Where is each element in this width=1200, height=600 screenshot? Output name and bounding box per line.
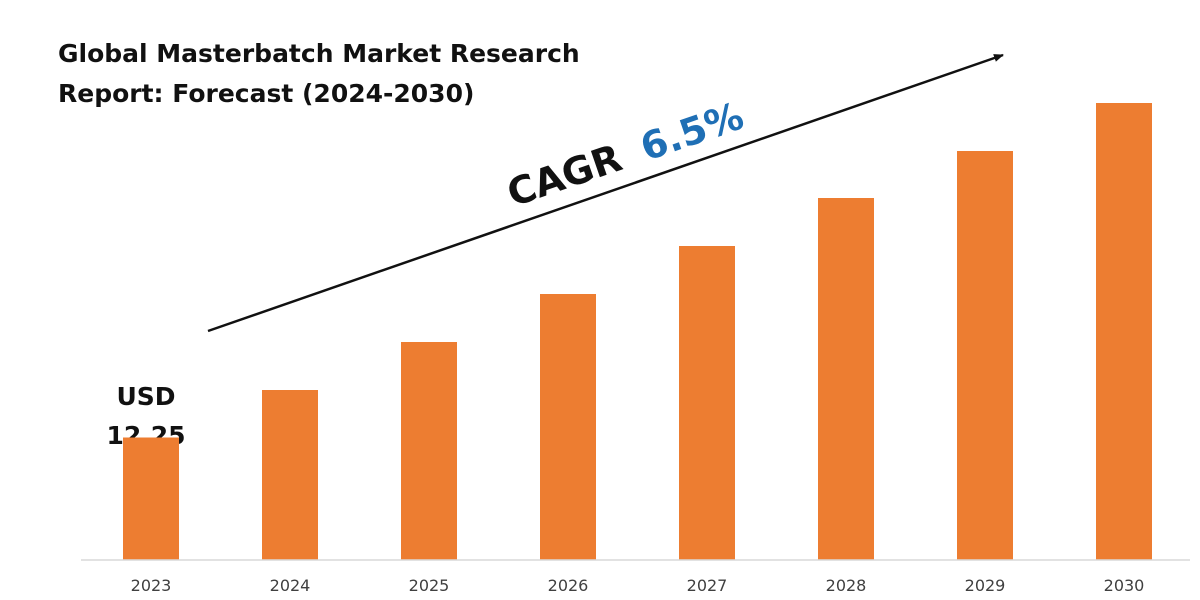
bar-2023 <box>123 437 179 560</box>
bars-layer <box>123 103 1152 560</box>
chart-title-line-1: Global Masterbatch Market Research <box>58 39 580 68</box>
bar-2025 <box>401 342 457 560</box>
x-tick-label-2029: 2029 <box>965 576 1006 595</box>
bar-2027 <box>679 246 735 560</box>
bar-2030 <box>1096 103 1152 560</box>
x-tick-label-2026: 2026 <box>548 576 589 595</box>
x-tick-label-2028: 2028 <box>826 576 867 595</box>
x-tick-labels: 2023 2024 2025 2026 2027 2028 2029 2030 <box>131 576 1145 595</box>
start-unit-label: USD <box>116 382 175 411</box>
bar-2028 <box>818 198 874 560</box>
cagr-annotation: CAGR 6.5% <box>502 94 749 216</box>
bar-2026 <box>540 294 596 560</box>
x-tick-label-2023: 2023 <box>131 576 172 595</box>
x-tick-label-2024: 2024 <box>270 576 311 595</box>
bar-2024 <box>262 390 318 560</box>
x-tick-label-2027: 2027 <box>687 576 728 595</box>
growth-arrow <box>207 53 1004 333</box>
cagr-value: 6.5% <box>635 94 749 170</box>
chart-title-line-2: Report: Forecast (2024-2030) <box>58 79 474 108</box>
cagr-label: CAGR <box>502 136 628 216</box>
x-tick-label-2025: 2025 <box>409 576 450 595</box>
x-tick-label-2030: 2030 <box>1104 576 1145 595</box>
bar-2029 <box>957 151 1013 560</box>
